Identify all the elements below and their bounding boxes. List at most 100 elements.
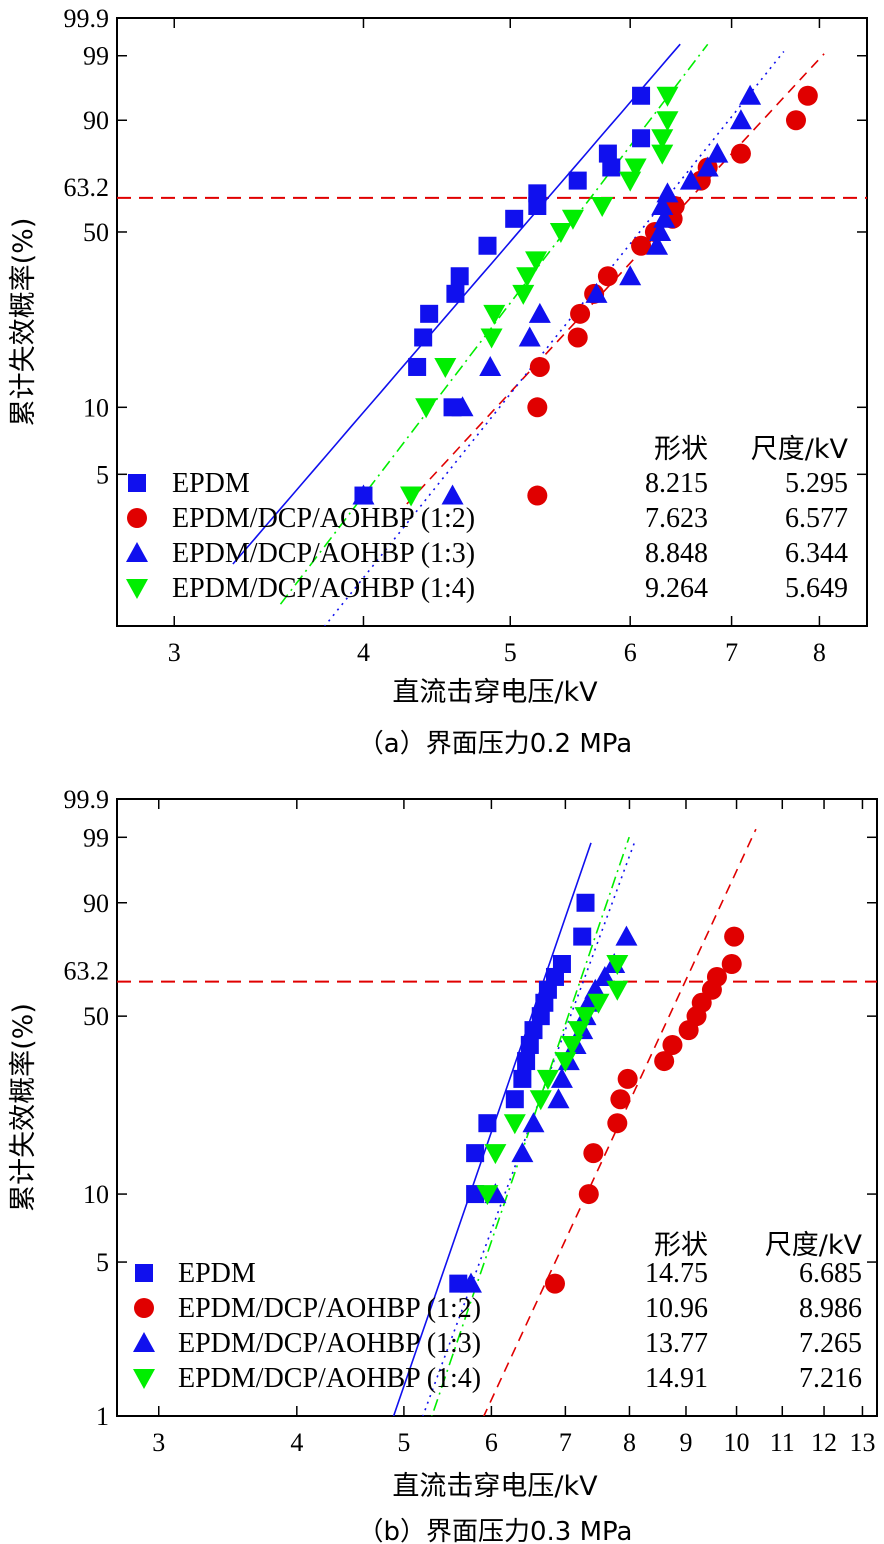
- x-tick-label: 12: [811, 1428, 837, 1457]
- legend-shape-value-1: 10.96: [645, 1293, 708, 1324]
- x-tick-label: 5: [504, 638, 517, 667]
- x-tick-label: 5: [397, 1428, 410, 1457]
- data-point-series-3: [516, 267, 539, 288]
- data-point-series-3: [651, 144, 674, 165]
- data-point-series-3: [434, 357, 457, 378]
- data-point-series-0: [517, 1052, 536, 1071]
- data-point-series-3: [619, 171, 642, 192]
- data-point-series-0: [408, 357, 427, 376]
- legend-header-scale: 尺度/kV: [751, 434, 849, 465]
- fit-line-series-2: [323, 50, 785, 626]
- data-point-series-2: [646, 234, 669, 255]
- data-point-series-1: [570, 303, 591, 324]
- data-point-series-2: [679, 169, 702, 190]
- data-point-series-1: [706, 966, 727, 987]
- y-tick-label: 99.9: [64, 785, 110, 814]
- x-tick-label: 13: [849, 1428, 875, 1457]
- data-point-series-2: [352, 484, 375, 505]
- legend-label-series-1: EPDM/DCP/AOHBP (1:2): [172, 503, 475, 534]
- x-tick-label: 6: [485, 1428, 498, 1457]
- data-point-series-2: [511, 1142, 534, 1163]
- data-point-series-2: [615, 925, 638, 946]
- legend-marker-series-2: [133, 1332, 155, 1352]
- data-point-series-3: [656, 86, 679, 107]
- data-point-series-0: [524, 1021, 543, 1040]
- data-point-series-0: [420, 304, 439, 323]
- data-point-series-0: [478, 236, 497, 255]
- x-tick-label: 9: [679, 1428, 692, 1457]
- x-tick-label: 3: [168, 638, 181, 667]
- legend-scale-value-3: 5.649: [785, 573, 848, 604]
- plot-area: [232, 43, 825, 626]
- data-point-series-3: [651, 129, 674, 150]
- data-point-series-3: [483, 304, 506, 325]
- legend-marker-series-2: [126, 542, 148, 562]
- data-point-series-2: [459, 1272, 482, 1293]
- x-tick-label: 3: [152, 1428, 165, 1457]
- panel-caption: （a）界面压力0.2 MPa: [358, 729, 632, 759]
- legend-label-series-2: EPDM/DCP/AOHBP (1:3): [178, 1328, 481, 1359]
- data-point-series-1: [529, 356, 550, 377]
- data-point-series-1: [583, 1143, 604, 1164]
- y-tick-label: 1: [96, 1402, 109, 1431]
- data-point-series-0: [576, 893, 595, 912]
- data-point-series-3: [624, 158, 647, 179]
- legend-marker-series-0: [135, 1264, 153, 1282]
- panel-caption: （b）界面压力0.3 MPa: [358, 1517, 633, 1544]
- data-point-series-3: [480, 328, 503, 349]
- data-point-series-3: [606, 954, 629, 975]
- legend-scale-value-0: 6.685: [799, 1258, 862, 1289]
- data-point-series-1: [610, 1089, 631, 1110]
- legend-marker-series-1: [127, 508, 147, 528]
- y-tick-label: 5: [96, 1248, 109, 1277]
- legend-label-series-3: EPDM/DCP/AOHBP (1:4): [172, 573, 475, 604]
- data-point-series-0: [414, 328, 433, 347]
- legend-marker-series-1: [134, 1298, 154, 1318]
- legend-header-scale: 尺度/kV: [765, 1230, 863, 1261]
- x-tick-label: 7: [725, 638, 738, 667]
- fit-line-series-1: [482, 828, 757, 1416]
- data-point-series-2: [651, 195, 674, 216]
- data-point-series-0: [632, 129, 651, 148]
- data-point-series-2: [528, 302, 551, 323]
- legend-scale-value-2: 7.265: [799, 1328, 862, 1359]
- y-tick-label: 10: [83, 1180, 109, 1209]
- y-tick-label: 90: [83, 889, 109, 918]
- data-point-series-2: [729, 109, 752, 130]
- data-point-series-3: [525, 251, 548, 272]
- data-point-series-2: [451, 396, 474, 417]
- data-point-series-2: [522, 1112, 545, 1133]
- y-tick-label: 99: [83, 42, 109, 71]
- data-point-series-3: [476, 1185, 499, 1206]
- legend-scale-value-3: 7.216: [799, 1363, 862, 1394]
- data-point-series-1: [544, 1273, 565, 1294]
- data-point-series-2: [649, 220, 672, 241]
- data-point-series-3: [554, 1052, 577, 1073]
- y-tick-label: 50: [83, 1002, 109, 1031]
- panel-b: 1 5 10 50 90 99 99.9 3 4 5 6 7 8 9 10 11 12 13 63.2 形状 尺度/kV…: [8, 785, 878, 1544]
- plot-frame: [116, 17, 868, 627]
- data-point-series-3: [591, 197, 614, 218]
- data-point-series-2: [577, 991, 600, 1012]
- legend-label-series-1: EPDM/DCP/AOHBP (1:2): [178, 1293, 481, 1324]
- data-point-series-2: [518, 326, 541, 347]
- data-point-series-2: [585, 282, 608, 303]
- data-point-series-1: [631, 235, 652, 256]
- legend-label-series-2: EPDM/DCP/AOHBP (1:3): [172, 538, 475, 569]
- x-tick-label: 4: [290, 1428, 303, 1457]
- data-point-series-3: [656, 111, 679, 132]
- data-point-series-0: [513, 1069, 532, 1088]
- data-point-series-0: [478, 1114, 497, 1133]
- data-point-series-3: [400, 486, 423, 507]
- data-point-series-0: [528, 184, 547, 203]
- legend-shape-value-2: 8.848: [645, 538, 708, 569]
- x-tick-label: 11: [770, 1428, 795, 1457]
- panel-a: 5 10 50 90 99 99.9 3 4 5 6 7 8 63.2 形状 尺度/kV EPDM 8.215 5…: [8, 4, 868, 759]
- data-point-series-1: [724, 926, 745, 947]
- y-tick-label: 99.9: [64, 4, 110, 33]
- fit-line-series-0: [392, 842, 592, 1416]
- legend-shape-value-2: 13.77: [645, 1328, 708, 1359]
- fit-line-series-0: [232, 43, 681, 565]
- data-point-series-1: [662, 1034, 683, 1055]
